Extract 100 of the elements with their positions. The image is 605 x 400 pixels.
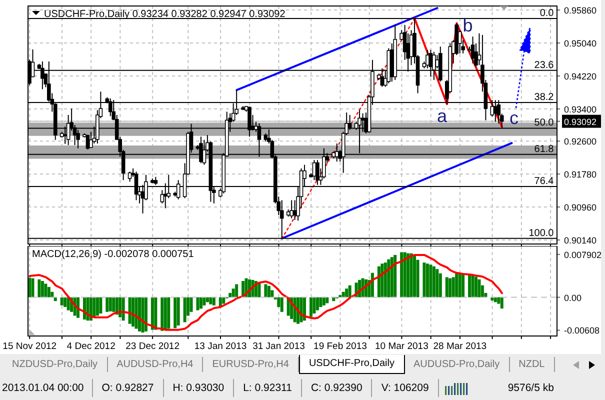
tab: AUDUSD-Pro,Daily (404, 357, 510, 372)
bar (40, 280, 44, 298)
annotation: a (436, 106, 448, 126)
annotation: c (509, 108, 518, 128)
bar (345, 288, 348, 298)
annotation: b (462, 15, 473, 36)
bar (432, 266, 436, 298)
bar (154, 297, 158, 330)
y-tick-label: 0.00 (564, 292, 582, 303)
bar (96, 297, 99, 316)
x-tick-label: 23 Dec 2012 (126, 341, 180, 352)
annotation: 61.8 (534, 144, 554, 155)
bar (44, 284, 48, 298)
bar (394, 254, 397, 298)
bar (406, 253, 410, 298)
bar (312, 297, 316, 314)
bar (471, 275, 474, 298)
bar (183, 297, 186, 322)
bar (235, 284, 238, 298)
annotation: 100.0 (528, 228, 554, 239)
y-tick-label: 0.92600 (564, 136, 597, 147)
bar (199, 297, 202, 309)
y-tick-label: 0.90960 (564, 202, 597, 213)
y-tick-label: 0.95860 (564, 6, 597, 16)
x-tick-label: 10 Mar 2013 (375, 341, 428, 352)
y-tick-label: 0.93092 (564, 116, 597, 127)
bar (413, 256, 416, 298)
bar (448, 278, 452, 298)
bar (141, 297, 144, 333)
bar (160, 297, 164, 331)
bar (258, 282, 261, 298)
bar (416, 260, 420, 298)
bar (112, 297, 116, 312)
y-tick-label: 0.94220 (564, 71, 597, 82)
bar (228, 292, 232, 298)
bar (410, 253, 413, 298)
bar (270, 290, 274, 298)
bar (436, 269, 439, 298)
x-tick-label: 31 Jan 2013 (252, 341, 305, 352)
bar (380, 264, 384, 298)
annotation: 38.2 (534, 92, 554, 103)
candlestick (290, 200, 294, 219)
bar (144, 297, 148, 332)
chart-title: USDCHF-Pro,Daily 0.93234 0.93282 0.92947 0.93092 (44, 9, 286, 20)
y-tick-label: 0.91780 (564, 170, 597, 180)
bar (403, 252, 406, 298)
bar (309, 297, 312, 317)
bar (319, 297, 322, 308)
bar (164, 297, 167, 330)
bar (316, 297, 319, 310)
bar (174, 297, 177, 328)
bar (38, 279, 41, 298)
annotation: 23.6 (534, 60, 554, 71)
bar (468, 274, 472, 298)
y-tick-label: 0.95040 (564, 38, 597, 48)
bar (438, 273, 442, 298)
selected-tab: USDCHF-Pro,Daily (298, 355, 404, 374)
bar (108, 297, 112, 312)
x-tick-label: 15 Nov 2012 (2, 341, 57, 352)
x-tick-label: 19 Feb 2013 (314, 341, 367, 352)
bar (138, 297, 142, 332)
tab: NZDUSD-Pro,Daily (3, 357, 108, 372)
status-cell: H: 0.93030 (164, 379, 234, 397)
bar (60, 297, 64, 306)
bar (264, 284, 268, 298)
bar (455, 273, 458, 298)
y-tick-label: 0.007902 (564, 250, 602, 260)
chart-title: MACD(12,26,9) -0.002078 0.000751 (32, 249, 194, 260)
status-cell: C: 0.92390 (302, 379, 372, 397)
status-cell: L: 0.92311 (234, 379, 302, 397)
bar (280, 297, 284, 312)
bar (429, 264, 432, 298)
bar (106, 297, 109, 312)
bar (267, 286, 270, 298)
bar (478, 279, 481, 298)
bar (500, 297, 504, 309)
bar (390, 257, 394, 298)
candlestick (128, 171, 132, 182)
bar (458, 273, 462, 298)
bar (387, 259, 390, 298)
y-tick-label: 0.90140 (564, 235, 597, 246)
tab: AUDUSD-Pro,H4 (108, 357, 204, 372)
bar (400, 252, 404, 298)
bar (445, 277, 448, 298)
x-tick-label: 28 Mar 2013 (433, 341, 487, 352)
bar (150, 297, 154, 330)
bar (99, 297, 102, 314)
bar (384, 262, 387, 298)
bar (190, 297, 193, 312)
bar (348, 285, 352, 298)
y-tick-label: -0.00608 (564, 326, 600, 336)
bar (462, 273, 465, 298)
status-cell: V: 106209 (372, 379, 439, 397)
status-cell-text: 9576/5 kb (506, 381, 555, 396)
y-tick-label: 0.93400 (564, 104, 597, 114)
bar (342, 292, 345, 298)
bar (47, 286, 50, 298)
bar (167, 297, 170, 329)
bar (209, 297, 212, 304)
bar (31, 278, 34, 298)
